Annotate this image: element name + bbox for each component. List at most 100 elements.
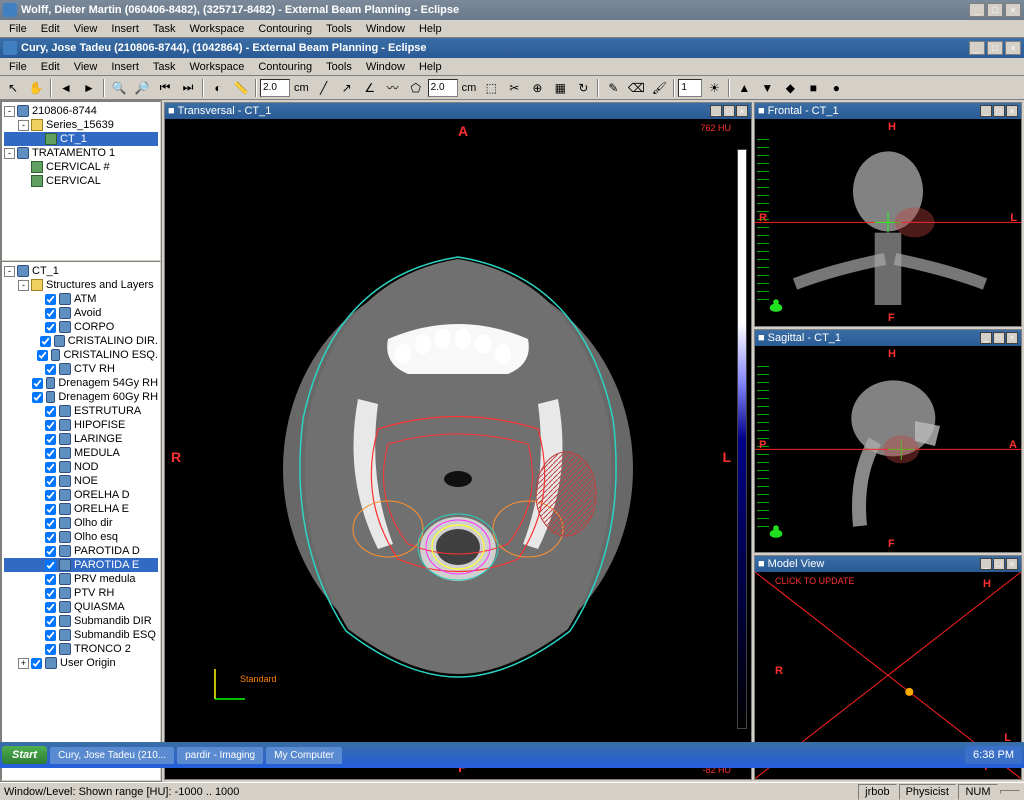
tree-item[interactable]: PRV medula: [4, 572, 158, 586]
tool-c[interactable]: ◆: [779, 78, 801, 98]
structure-checkbox[interactable]: [45, 644, 56, 655]
tree-item[interactable]: PTV RH: [4, 586, 158, 600]
tree-item[interactable]: Drenagem 54Gy RH: [4, 376, 158, 390]
maximize-button[interactable]: □: [987, 3, 1003, 17]
tree-item[interactable]: ATM: [4, 292, 158, 306]
tree-toggle[interactable]: -: [4, 148, 15, 159]
menu-workspace[interactable]: Workspace: [183, 21, 252, 37]
tool-hand[interactable]: ✋: [25, 78, 47, 98]
tree-item[interactable]: -CT_1: [4, 264, 158, 278]
tool-zoom-in[interactable]: 🔍: [108, 78, 130, 98]
structure-checkbox[interactable]: [45, 532, 56, 543]
tree-item[interactable]: -Series_15639: [4, 118, 158, 132]
intensity-bar[interactable]: [737, 149, 747, 729]
structure-checkbox[interactable]: [45, 476, 56, 487]
tool-arrow[interactable]: ↗: [336, 78, 358, 98]
tool-cut[interactable]: ✂: [503, 78, 525, 98]
taskbar-task[interactable]: pardir - Imaging: [177, 747, 263, 764]
tree-item[interactable]: PAROTIDA D: [4, 544, 158, 558]
tool-b[interactable]: ▼: [756, 78, 778, 98]
tool-eraser[interactable]: ⌫: [625, 78, 647, 98]
tree-item[interactable]: CTV RH: [4, 362, 158, 376]
tool-refresh[interactable]: ↻: [572, 78, 594, 98]
close-button[interactable]: ×: [1005, 3, 1021, 17]
structure-checkbox[interactable]: [45, 546, 56, 557]
tool-select[interactable]: ⬚: [480, 78, 502, 98]
menu-task[interactable]: Task: [146, 21, 183, 37]
tool-cursor[interactable]: ↖: [2, 78, 24, 98]
structure-checkbox[interactable]: [32, 392, 43, 403]
minimize-button[interactable]: _: [969, 41, 985, 55]
structure-checkbox[interactable]: [45, 630, 56, 641]
vp-close-button[interactable]: ×: [1006, 105, 1018, 117]
vp-min-button[interactable]: _: [980, 558, 992, 570]
tool-brush[interactable]: 🖌: [648, 78, 670, 98]
zoom-input-1[interactable]: [260, 79, 290, 97]
menu-task[interactable]: Task: [146, 59, 183, 75]
structure-checkbox[interactable]: [45, 364, 56, 375]
start-button[interactable]: Start: [2, 746, 47, 764]
tree-item[interactable]: Drenagem 60Gy RH: [4, 390, 158, 404]
tree-item[interactable]: CRISTALINO DIR.: [4, 334, 158, 348]
tree-item[interactable]: Submandib ESQ: [4, 628, 158, 642]
tree-item[interactable]: PAROTIDA E: [4, 558, 158, 572]
tree-item[interactable]: +User Origin: [4, 656, 158, 670]
close-button[interactable]: ×: [1005, 41, 1021, 55]
structure-checkbox[interactable]: [37, 350, 48, 361]
spin-input[interactable]: [678, 79, 702, 97]
tool-line[interactable]: ╱: [313, 78, 335, 98]
patient-tree[interactable]: -210806-8744-Series_15639CT_1-TRATAMENTO…: [1, 101, 161, 261]
tree-toggle[interactable]: +: [18, 658, 29, 669]
tree-item[interactable]: ORELHA E: [4, 502, 158, 516]
tool-grid[interactable]: ▦: [549, 78, 571, 98]
tool-d[interactable]: ■: [802, 78, 824, 98]
tree-item[interactable]: QUIASMA: [4, 600, 158, 614]
maximize-button[interactable]: □: [987, 41, 1003, 55]
sagittal-canvas[interactable]: H F P A: [755, 346, 1021, 553]
tool-pencil[interactable]: ✎: [602, 78, 624, 98]
tool-prev[interactable]: ⏮: [154, 78, 176, 98]
vp-close-button[interactable]: ×: [1006, 558, 1018, 570]
structure-checkbox[interactable]: [45, 294, 56, 305]
menu-edit[interactable]: Edit: [34, 59, 67, 75]
menu-contouring[interactable]: Contouring: [251, 59, 319, 75]
vp-max-button[interactable]: □: [723, 105, 735, 117]
tree-item[interactable]: -Structures and Layers: [4, 278, 158, 292]
menu-tools[interactable]: Tools: [319, 59, 359, 75]
structure-checkbox[interactable]: [45, 462, 56, 473]
structure-checkbox[interactable]: [45, 504, 56, 515]
structure-checkbox[interactable]: [45, 406, 56, 417]
menu-workspace[interactable]: Workspace: [183, 59, 252, 75]
tool-measure[interactable]: 📏: [230, 78, 252, 98]
structure-checkbox[interactable]: [45, 308, 56, 319]
structure-checkbox[interactable]: [45, 588, 56, 599]
system-tray[interactable]: 6:38 PM: [965, 746, 1022, 764]
menu-help[interactable]: Help: [412, 59, 449, 75]
structure-checkbox[interactable]: [45, 602, 56, 613]
tree-item[interactable]: ORELHA D: [4, 488, 158, 502]
tree-item[interactable]: Olho dir: [4, 516, 158, 530]
tool-fwd[interactable]: ►: [78, 78, 100, 98]
minimize-button[interactable]: _: [969, 3, 985, 17]
menu-insert[interactable]: Insert: [104, 21, 146, 37]
tree-item[interactable]: HIPOFISE: [4, 418, 158, 432]
structure-checkbox[interactable]: [45, 616, 56, 627]
structures-tree[interactable]: -CT_1-Structures and LayersATMAvoidCORPO…: [1, 261, 161, 781]
menu-file[interactable]: File: [2, 21, 34, 37]
menu-file[interactable]: File: [2, 59, 34, 75]
tool-a[interactable]: ▲: [733, 78, 755, 98]
tree-item[interactable]: CORPO: [4, 320, 158, 334]
tree-item[interactable]: LARINGE: [4, 432, 158, 446]
menu-window[interactable]: Window: [359, 59, 412, 75]
tool-target[interactable]: ⊕: [526, 78, 548, 98]
vp-close-button[interactable]: ×: [1006, 332, 1018, 344]
tree-item[interactable]: CERVICAL: [4, 174, 158, 188]
structure-checkbox[interactable]: [31, 658, 42, 669]
tree-item[interactable]: TRONCO 2: [4, 642, 158, 656]
structure-checkbox[interactable]: [45, 518, 56, 529]
structure-checkbox[interactable]: [40, 336, 51, 347]
vp-min-button[interactable]: _: [980, 332, 992, 344]
vp-close-button[interactable]: ×: [736, 105, 748, 117]
tree-item[interactable]: Avoid: [4, 306, 158, 320]
structure-checkbox[interactable]: [45, 490, 56, 501]
